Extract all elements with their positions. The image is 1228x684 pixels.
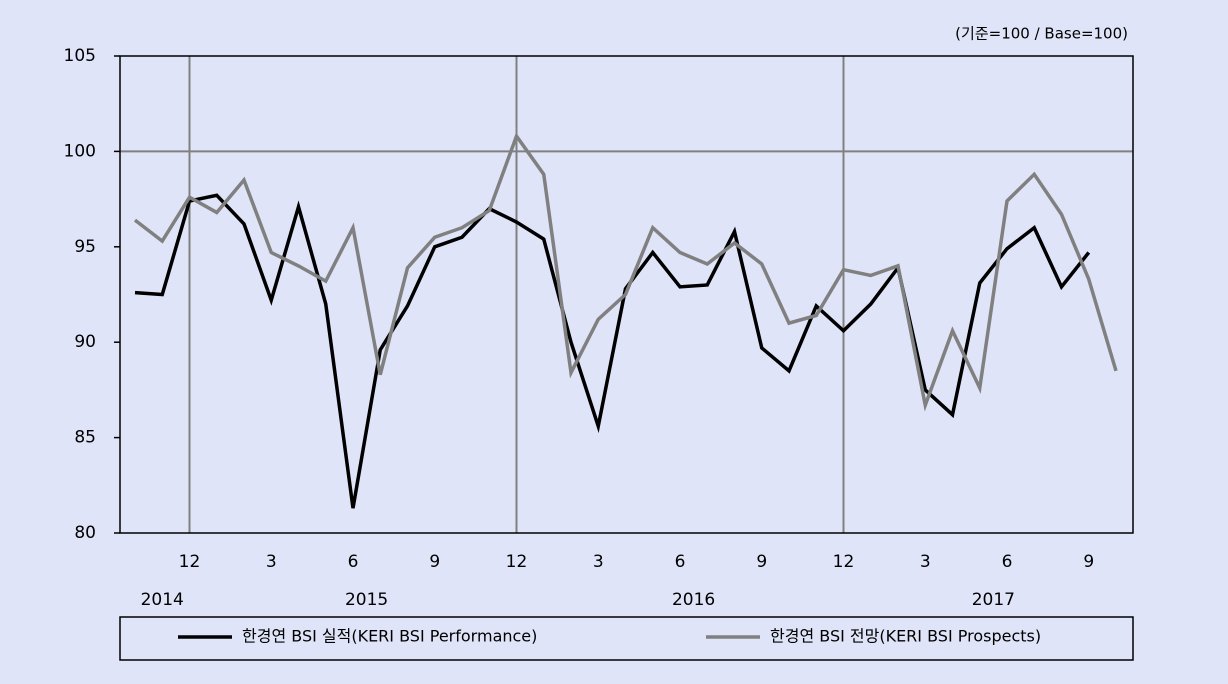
legend-label: 한경연 BSI 전망(KERI BSI Prospects) xyxy=(770,627,1041,646)
year-label: 2017 xyxy=(972,590,1015,610)
year-label: 2016 xyxy=(672,590,715,610)
year-label: 2014 xyxy=(141,590,184,610)
y-tick-label: 85 xyxy=(74,428,96,448)
series-line xyxy=(133,132,1118,412)
x-tick-label: 6 xyxy=(675,552,686,572)
y-tick-label: 80 xyxy=(74,523,96,543)
x-tick-label: 6 xyxy=(348,552,359,572)
x-tick-label: 12 xyxy=(179,552,201,572)
x-tick-label: 9 xyxy=(1083,552,1094,572)
x-tick-label: 12 xyxy=(506,552,528,572)
x-tick-label: 3 xyxy=(920,552,931,572)
y-tick-label: 95 xyxy=(74,237,96,257)
y-tick-label: 100 xyxy=(64,141,96,161)
legend-label: 한경연 BSI 실적(KERI BSI Performance) xyxy=(242,627,537,646)
x-tick-label: 9 xyxy=(429,552,440,572)
y-tick-label: 90 xyxy=(74,332,96,352)
y-tick-label: 105 xyxy=(64,46,96,66)
year-label: 2015 xyxy=(345,590,388,610)
x-tick-label: 12 xyxy=(833,552,855,572)
x-tick-label: 3 xyxy=(266,552,277,572)
x-tick-label: 3 xyxy=(593,552,604,572)
unit-note: (기준=100 / Base=100) xyxy=(955,25,1128,43)
plot-frame xyxy=(119,55,1134,534)
legend-box xyxy=(119,616,1134,661)
x-tick-label: 9 xyxy=(756,552,767,572)
x-tick-label: 6 xyxy=(1002,552,1013,572)
